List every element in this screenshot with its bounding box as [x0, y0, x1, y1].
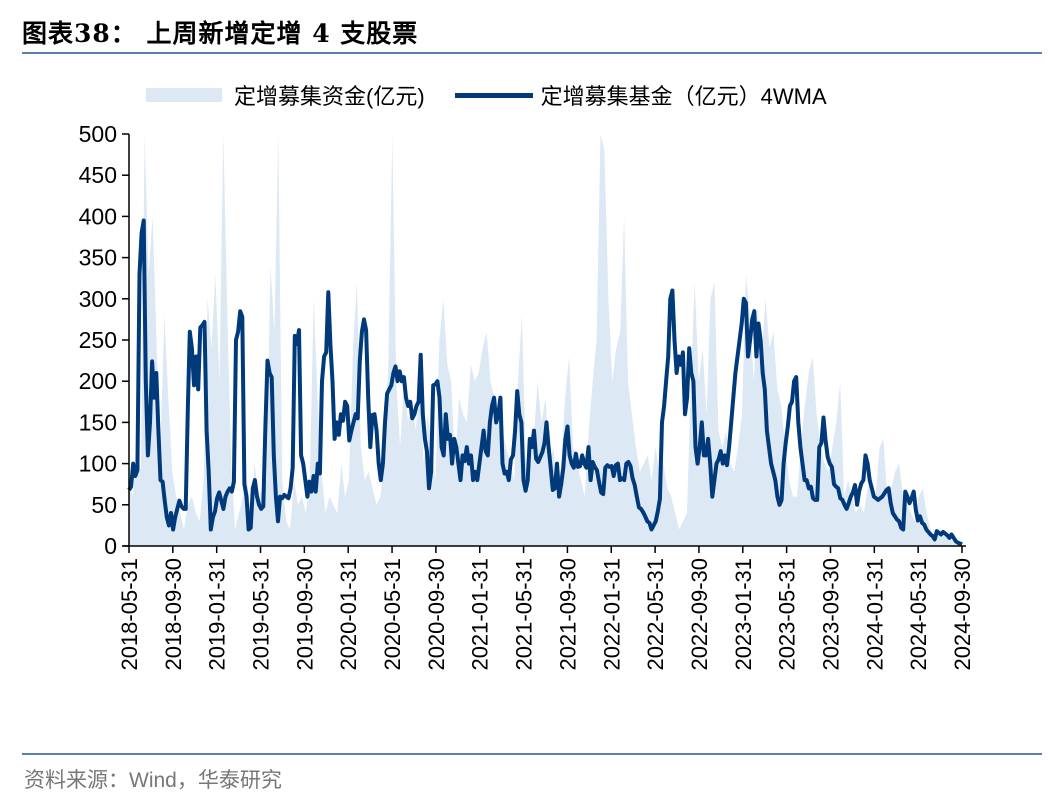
x-tick-label: 2022-01-31 — [599, 558, 624, 671]
x-tick-label: 2020-09-30 — [424, 558, 449, 671]
axes: 0 50 100 150 200 250 300 350 400 450 500 2018-05-31… — [79, 121, 975, 671]
y-tick-label: 400 — [79, 203, 117, 229]
x-tick-label: 2024-01-31 — [862, 558, 887, 671]
x-tick-label: 2019-01-31 — [205, 558, 230, 671]
wma-line — [127, 218, 963, 547]
x-tick-label: 2019-05-31 — [249, 558, 274, 671]
chart-plot: 0 50 100 150 200 250 300 350 400 450 500 2018-05-31… — [79, 121, 975, 671]
y-tick-label: 150 — [79, 409, 117, 435]
chart-legend: 定增募集资金(亿元) 定增募集基金（亿元）4WMA — [146, 80, 827, 110]
x-tick-label: 2019-09-30 — [292, 558, 317, 671]
y-tick-label: 350 — [79, 245, 117, 271]
legend-area-label: 定增募集资金(亿元) — [234, 84, 425, 109]
title-divider — [22, 52, 1042, 54]
x-tick-label: 2022-05-31 — [643, 558, 668, 671]
x-tick-label: 2021-05-31 — [512, 558, 537, 671]
x-tick-label: 2018-09-30 — [161, 558, 186, 671]
x-tick-label: 2020-01-31 — [336, 558, 361, 671]
area-fill — [129, 134, 962, 546]
source-note: 资料来源：Wind，华泰研究 — [24, 769, 282, 792]
legend-line-label: 定增募集基金（亿元）4WMA — [540, 84, 827, 109]
footer-divider — [22, 753, 1042, 755]
y-tick-label: 100 — [79, 451, 117, 477]
y-tick-label: 500 — [79, 121, 117, 147]
chart-title: 图表38： 上周新增定增 4 支股票 — [22, 19, 419, 48]
x-tick-label: 2020-05-31 — [380, 558, 405, 671]
y-tick-label: 250 — [79, 327, 117, 353]
x-tick-label: 2024-09-30 — [950, 558, 975, 671]
x-tick-label: 2018-05-31 — [117, 558, 142, 671]
x-tick-label: 2023-01-31 — [731, 558, 756, 671]
y-tick-label: 50 — [91, 492, 117, 518]
x-tick-label: 2022-09-30 — [687, 558, 712, 671]
x-tick-label: 2021-01-31 — [468, 558, 493, 671]
x-tick-label: 2023-05-31 — [775, 558, 800, 671]
legend-area-swatch-icon — [146, 88, 222, 102]
x-tick-label: 2021-09-30 — [555, 558, 580, 671]
x-tick-label: 2023-09-30 — [818, 558, 843, 671]
y-tick-label: 450 — [79, 162, 117, 188]
y-tick-label: 0 — [104, 533, 117, 559]
y-tick-label: 200 — [79, 368, 117, 394]
y-tick-label: 300 — [79, 286, 117, 312]
wma-polyline — [127, 218, 963, 547]
raw-funding-area — [129, 134, 962, 546]
x-tick-label: 2024-05-31 — [906, 558, 931, 671]
legend-line-swatch-icon — [454, 92, 533, 98]
